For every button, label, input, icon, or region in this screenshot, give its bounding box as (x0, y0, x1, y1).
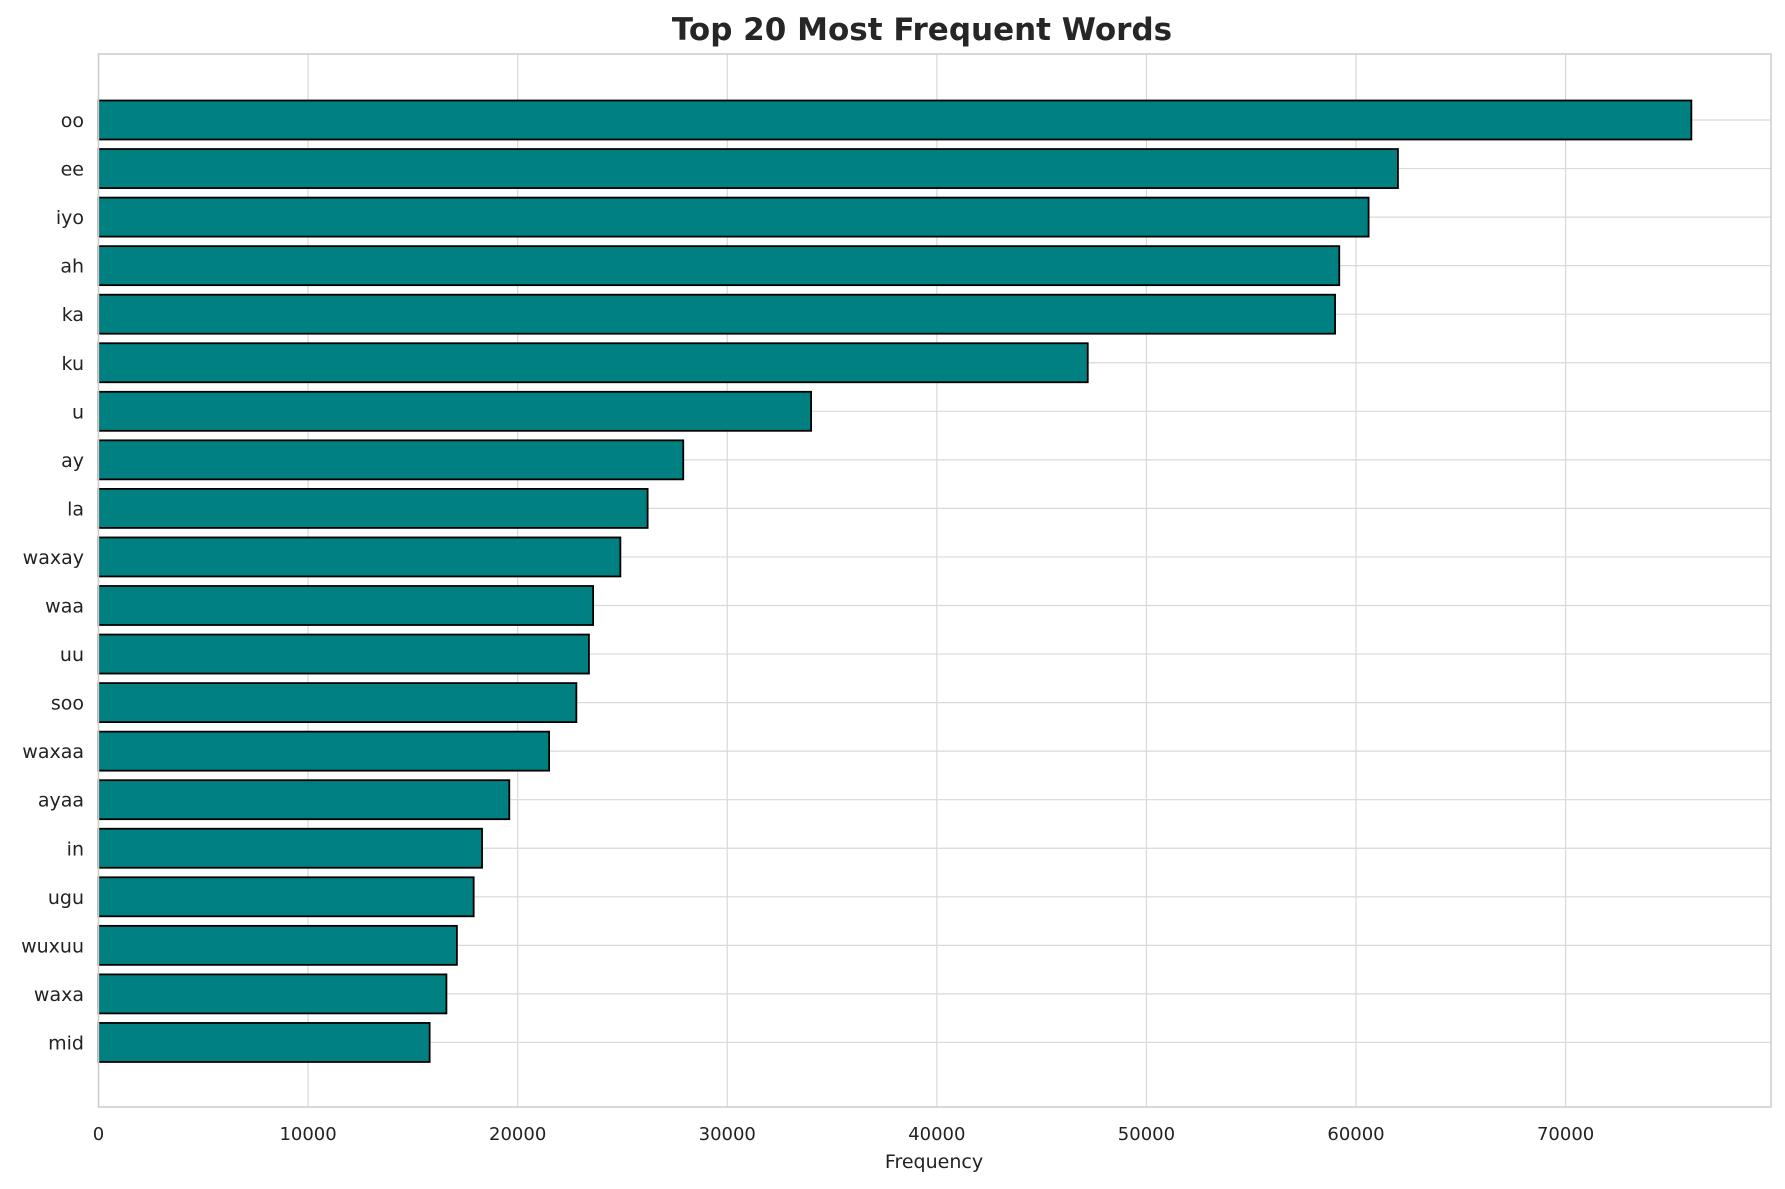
y-tick-label: uu (60, 644, 84, 666)
y-tick-label: ku (62, 353, 84, 375)
y-tick-label: waxa (34, 984, 84, 1006)
bar-in (97, 827, 483, 869)
bar-waxay (97, 536, 622, 578)
x-axis-label: Frequency (885, 1151, 983, 1173)
y-tick-label: ay (61, 450, 84, 472)
bar-waa (97, 585, 595, 626)
bar-la (97, 487, 649, 529)
bar-uu (97, 633, 590, 675)
bar-waxaa (97, 730, 551, 772)
x-tick-label: 40000 (908, 1124, 965, 1145)
y-tick-label: iyo (56, 207, 84, 229)
x-tick-label: 0 (93, 1124, 104, 1145)
x-tick-label: 20000 (489, 1124, 546, 1145)
bar-ugu (97, 876, 475, 918)
y-tick-label: wuxuu (21, 935, 84, 957)
y-tick-label: la (67, 498, 84, 520)
y-tick-label: in (67, 838, 84, 860)
y-tick-label: ah (60, 256, 84, 278)
y-tick-label: oo (61, 110, 84, 132)
y-tick-label: ka (62, 304, 84, 326)
bar-ah (97, 245, 1341, 287)
axes-spines (97, 53, 1772, 1108)
bar-iyo (97, 196, 1370, 238)
bar-mid (97, 1022, 431, 1063)
bar-ku (97, 342, 1089, 384)
bar-ka (97, 293, 1336, 335)
plot-frame (97, 53, 1772, 1108)
bar-u (97, 390, 812, 432)
y-tick-label: u (72, 401, 84, 423)
bars (97, 99, 1693, 1063)
bar-wuxuu (97, 924, 458, 966)
x-tick-label: 10000 (279, 1124, 336, 1145)
x-tick-label: 30000 (699, 1124, 756, 1145)
y-tick-label: ayaa (38, 790, 84, 812)
bar-waxa (97, 973, 448, 1015)
bar-oo (97, 99, 1693, 141)
y-tick-label: mid (48, 1032, 84, 1054)
x-axis-ticks: 0 10000 20000 30000 40000 50000 60000 70000 (93, 1124, 1594, 1145)
y-tick-label: ugu (48, 887, 84, 909)
x-tick-label: 60000 (1327, 1124, 1384, 1145)
y-tick-label: waxaa (22, 741, 84, 763)
bar-ay (97, 439, 685, 481)
y-tick-label: waxay (23, 547, 84, 569)
chart-title: Top 20 Most Frequent Words (672, 12, 1172, 48)
bar-ee (97, 148, 1399, 189)
y-tick-label: soo (51, 693, 84, 715)
y-tick-label: waa (45, 596, 84, 618)
y-axis-ticks: oo ee iyo ah ka ku u ay la waxay waa uu soo waxaa ayaa… (21, 110, 84, 1054)
bar-soo (97, 682, 578, 723)
x-tick-label: 70000 (1537, 1124, 1594, 1145)
bar-ayaa (97, 779, 511, 821)
x-tick-label: 50000 (1118, 1124, 1175, 1145)
y-tick-label: ee (61, 159, 84, 181)
